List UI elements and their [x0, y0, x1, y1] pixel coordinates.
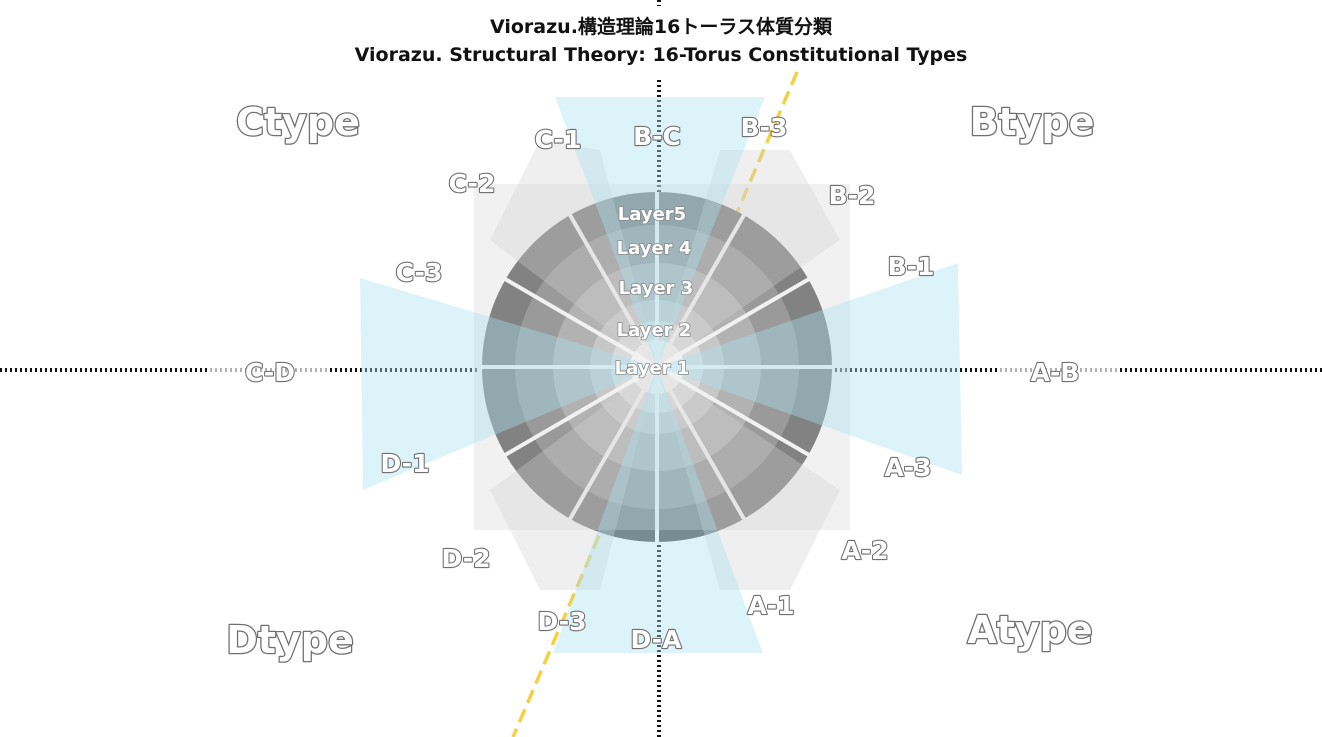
segment-label-c-d: C-D [245, 358, 295, 387]
segment-label-c-3: C-3 [396, 258, 443, 287]
layer-4-label: Layer 4 [617, 238, 692, 259]
type-labels: Ctype Btype Dtype Atype [225, 99, 1096, 664]
cyan-bowtie-vertical [553, 97, 765, 653]
spoke-ne-1 [668, 214, 746, 345]
gray-square-overlay [474, 184, 850, 530]
gray-kite-nw [490, 140, 657, 367]
cyan-bowtie-horizontal [360, 263, 962, 490]
segment-label-a-1: A-1 [747, 591, 794, 620]
spoke-se-1 [678, 378, 811, 457]
layer-5-label: Layer5 [618, 204, 686, 225]
segment-label-d-1: D-1 [381, 449, 430, 478]
spoke-nw-1 [503, 277, 636, 356]
type-label-c: Ctype [236, 100, 360, 144]
segment-label-c-2: C-2 [449, 169, 496, 198]
segment-label-a-2: A-2 [841, 536, 888, 565]
segment-label-d-a: D-A [631, 625, 683, 654]
spoke-ne-2 [678, 277, 811, 356]
layer-labels: Layer5 Layer 4 Layer 3 Layer 2 Layer 1 [614, 203, 694, 380]
segment-label-b-3: B-3 [741, 113, 788, 142]
ring-center [630, 340, 684, 394]
spoke-se-2 [668, 389, 746, 520]
segment-label-a-b: A-B [1031, 358, 1080, 387]
gray-kite-se [657, 367, 840, 590]
layer-3-label: Layer 3 [619, 278, 694, 299]
segment-labels: A-B A-3 A-2 A-1 D-A D-3 D-2 D-1 C-D C-3 … [244, 112, 1081, 655]
type-label-d: Dtype [226, 618, 353, 662]
segment-label-a-3: A-3 [884, 453, 931, 482]
spoke-sw-2 [503, 378, 636, 457]
segment-label-d-2: D-2 [442, 544, 491, 573]
title-english: Viorazu. Structural Theory: 16-Torus Con… [354, 44, 968, 66]
segment-dividers [482, 192, 832, 542]
spoke-sw-1 [568, 389, 646, 520]
torus-rings [482, 192, 832, 542]
gray-kite-sw [490, 367, 657, 590]
overlay-shapes [360, 97, 962, 653]
spoke-nw-2 [568, 214, 646, 345]
segment-label-b-2: B-2 [829, 181, 876, 210]
segment-label-c-1: C-1 [535, 125, 582, 154]
layer-2-label: Layer 2 [617, 320, 692, 341]
type-label-b: Btype [970, 100, 1095, 144]
type-label-a: Atype [967, 608, 1092, 652]
title-japanese: Viorazu.構造理論16トーラス体質分類 [490, 16, 832, 38]
segment-label-b-c: B-C [633, 122, 681, 151]
gray-kite-ne [657, 150, 840, 367]
layer-1-label: Layer 1 [615, 358, 690, 379]
segment-label-b-1: B-1 [888, 252, 935, 281]
segment-label-d-3: D-3 [538, 607, 587, 636]
